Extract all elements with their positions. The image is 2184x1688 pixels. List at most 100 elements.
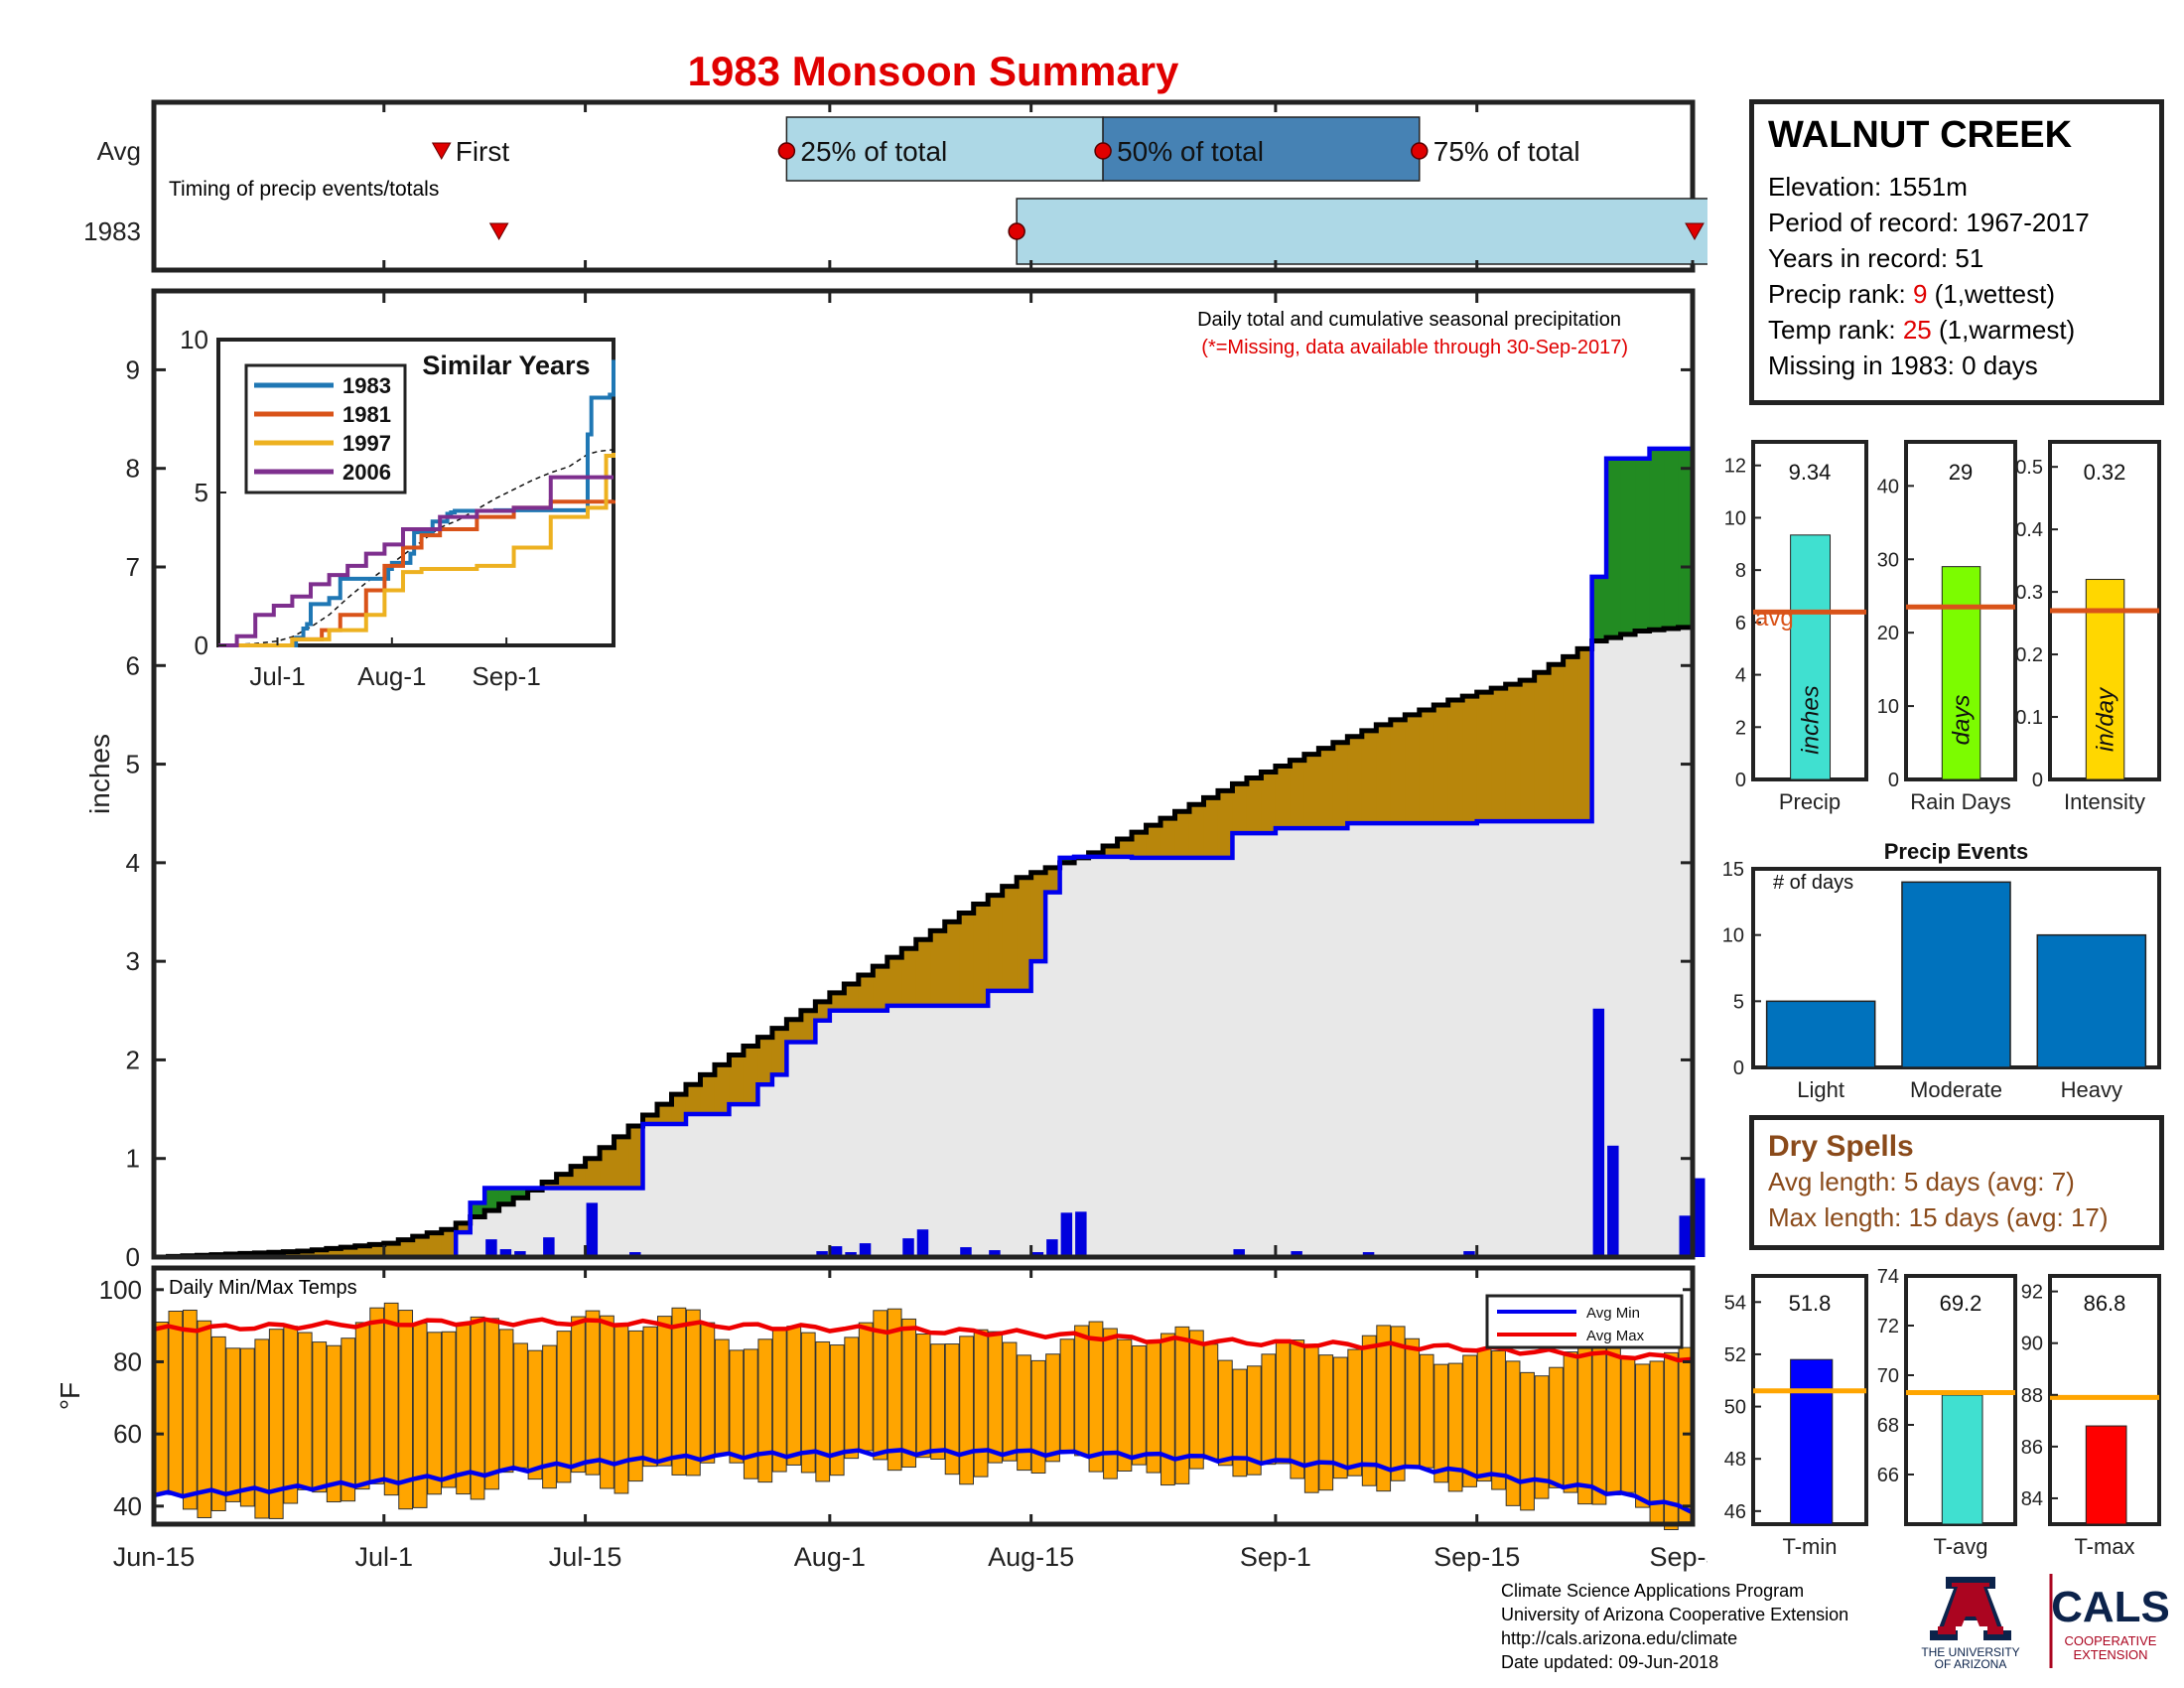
temp-bar	[1591, 1336, 1607, 1505]
y-tick-label: 5	[126, 750, 140, 779]
event-tick-label: 5	[1733, 991, 1744, 1013]
deficit-segment	[858, 975, 874, 1011]
inset-title: Similar Years	[422, 351, 590, 380]
temp-bar	[628, 1330, 643, 1482]
deficit-segment	[1132, 832, 1148, 858]
temp-bar	[1376, 1325, 1392, 1492]
surplus-segment	[484, 1188, 500, 1211]
stat-bar-Rain Days	[1941, 566, 1981, 780]
temp-bar	[988, 1331, 1003, 1464]
temp-bar	[1030, 1359, 1046, 1475]
stat-tick-label: 30	[1877, 549, 1899, 571]
avg-q50-marker	[1094, 142, 1112, 160]
temp-bar	[1620, 1356, 1636, 1493]
temp-bar	[456, 1323, 471, 1495]
temp-bar	[800, 1332, 816, 1474]
stat-bar-Precip	[1790, 534, 1832, 780]
avg-cumulative-line	[154, 625, 1696, 1260]
temp-bar	[326, 1344, 341, 1503]
deficit-segment	[700, 1074, 716, 1115]
deficit-segment	[944, 921, 960, 1006]
deficit-segment	[1303, 754, 1319, 829]
temp-bar	[685, 1309, 701, 1477]
deficit-segment	[1419, 709, 1434, 824]
stat-category-Intensity: Intensity	[2064, 789, 2145, 814]
temp-bar	[1303, 1345, 1319, 1493]
year-q25-q50-box	[1016, 198, 1707, 265]
temp-bar	[1476, 1347, 1492, 1482]
avg-min-line	[153, 1448, 1695, 1515]
stat-value-Rain Days: 29	[1949, 460, 1973, 485]
deficit-segment	[1002, 886, 1018, 991]
deficit-segment	[930, 930, 946, 1006]
temp-bar	[1188, 1330, 1204, 1470]
temp-bar	[729, 1349, 745, 1464]
avg-q75-marker	[1411, 142, 1429, 160]
temp-bar	[1045, 1353, 1060, 1463]
tstat-bar-T-min	[1790, 1358, 1834, 1525]
deficit-segment	[326, 1248, 341, 1257]
credits-line-1: Climate Science Applications Program	[1501, 1581, 1805, 1601]
x-tick-label: Aug-1	[794, 1542, 866, 1572]
deficit-segment	[685, 1084, 702, 1115]
deficit-segment	[1017, 877, 1032, 991]
temp-bar	[1361, 1335, 1377, 1486]
deficit-segment	[1577, 648, 1593, 822]
cals-logo: CALS COOPERATIVE EXTENSION	[2049, 1574, 2168, 1668]
temp-bar	[887, 1308, 902, 1472]
events-title: Precip Events	[1884, 839, 2029, 864]
stat-tick-label: 6	[1735, 613, 1746, 634]
credits-line-3: http://cals.arizona.edu/climate	[1501, 1628, 1738, 1648]
deficit-segment	[988, 895, 1004, 991]
deficit-segment	[1332, 742, 1348, 829]
surplus-segment	[513, 1188, 529, 1198]
deficit-segment	[729, 1055, 745, 1105]
stat-tick-label: 8	[1735, 560, 1746, 582]
plot-frame	[151, 288, 1696, 1260]
stat-tick-label: 0.5	[2015, 457, 2043, 479]
university-of-arizona-logo: THE UNIVERSITY OF ARIZONA	[1921, 1577, 2020, 1668]
temp-bar	[297, 1332, 313, 1490]
surplus-segment	[1664, 448, 1680, 630]
station-period: Period of record: 1967-2017	[1768, 208, 2090, 237]
daily-precip-bar	[1592, 1008, 1605, 1257]
temp-bar	[614, 1325, 629, 1494]
temp-bar	[1549, 1366, 1564, 1488]
tstat-value-T-min: 51.8	[1789, 1291, 1832, 1316]
ua-logo-text-2: OF ARIZONA	[1935, 1657, 2007, 1668]
temp-bar	[542, 1344, 557, 1489]
below-both-fill	[154, 626, 1693, 1257]
avg-max-line	[153, 1317, 1694, 1363]
daily-precip-bar	[816, 1251, 828, 1257]
daily-precip-bar	[1607, 1145, 1619, 1257]
deficit-segment	[1318, 748, 1334, 829]
temp-bar	[1002, 1341, 1018, 1462]
deficit-segment	[354, 1245, 370, 1257]
tstat-category-T-max: T-max	[2074, 1534, 2134, 1559]
temp-bar	[771, 1328, 787, 1473]
x-tick-label: Aug-15	[988, 1542, 1074, 1572]
temp-bar	[1059, 1338, 1075, 1451]
deficit-segment	[1491, 688, 1507, 822]
deficit-segment	[369, 1244, 385, 1257]
temp-legend-box	[1485, 1294, 1684, 1349]
deficit-segment	[1376, 724, 1392, 824]
temp-bar	[915, 1334, 931, 1459]
temp-bar	[973, 1329, 989, 1477]
event-tick-label: 15	[1722, 859, 1744, 881]
temp-bar	[556, 1331, 572, 1483]
temp-bar	[815, 1340, 831, 1482]
deficit-segment	[600, 1147, 615, 1189]
daily-precip-bar	[830, 1246, 843, 1257]
station-name: WALNUT CREEK	[1768, 114, 2073, 156]
y-tick-label: 2	[126, 1045, 140, 1074]
daily-precip-bar	[1694, 1178, 1706, 1257]
temp-bar	[1390, 1326, 1406, 1481]
deficit-segment	[714, 1064, 731, 1115]
tstat-tick-label: 84	[2021, 1488, 2043, 1510]
temp-bar	[1246, 1365, 1262, 1476]
deficit-segment	[1361, 730, 1377, 824]
deficit-segment	[1476, 692, 1492, 822]
cals-logo-text: CALS	[2051, 1583, 2168, 1631]
